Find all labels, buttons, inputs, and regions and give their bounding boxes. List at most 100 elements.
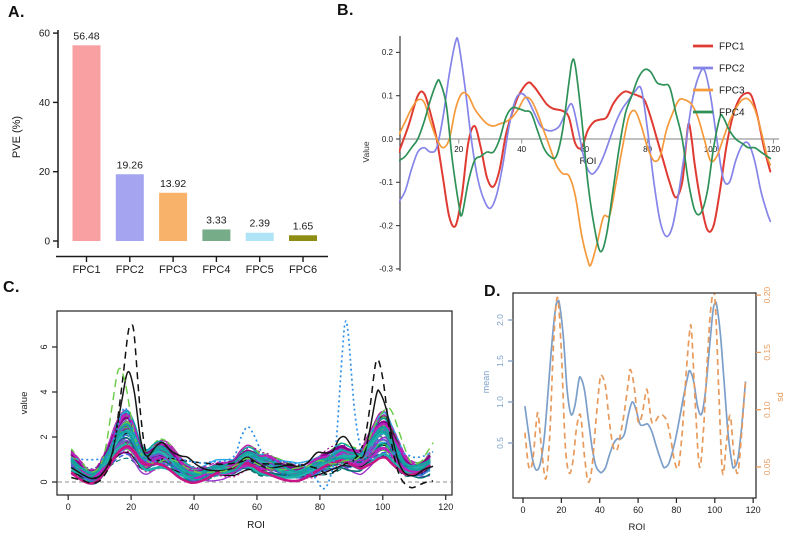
bar-value-label: 1.65 [293, 220, 314, 232]
y-tick-label: 6 [39, 344, 49, 349]
green-dashed-outlier [71, 367, 434, 474]
legend-label: FPC1 [719, 42, 745, 53]
y-tick-label: 0 [39, 479, 49, 484]
x-tick-label: 60 [252, 502, 262, 512]
ensemble-curve [70, 425, 431, 481]
bar-value-label: 56.48 [73, 30, 99, 42]
legend-label: FPC2 [719, 64, 745, 75]
panel-a: 0 20 40 60 PVE (%) 56.48 FPC1 19.26 FPC2 13.92 FPC… [11, 29, 328, 276]
x-tick-label: 120 [746, 505, 761, 515]
bar-FPC2 [115, 174, 144, 241]
panel-d: 0 20 40 60 80 100 120 ROI 0.5 1.0 1.5 2.0 mean 0.05 0.… [481, 287, 785, 533]
y-tick-label: 2 [39, 434, 49, 439]
x-tick-label: FPC4 [202, 264, 230, 276]
plot-frame [512, 292, 757, 499]
x-axis-title: ROI [247, 520, 265, 531]
series-FPC4 [399, 58, 772, 253]
x-tick-label: 20 [126, 502, 136, 512]
x-tick-label: FPC3 [159, 264, 187, 276]
bar-value-label: 2.39 [249, 218, 270, 230]
x-tick-label: FPC5 [246, 264, 274, 276]
curves [399, 37, 772, 267]
x-tick-label: 20 [454, 145, 463, 154]
y-tick-label: 60 [39, 29, 51, 40]
series-FPC3 [399, 91, 772, 267]
ensemble-curve [70, 423, 431, 476]
y-tick-label: 0.2 [382, 48, 394, 57]
ensemble-curve [70, 451, 431, 477]
x-tick-label: 100 [707, 505, 722, 515]
x-tick-label: FPC6 [289, 264, 317, 276]
y-tick-label: 4 [39, 389, 49, 394]
panel-c: 0 20 40 60 80 100 120 ROI 0 2 4 6 value [19, 310, 453, 531]
y-tick-label: 0.0 [382, 135, 394, 144]
y-tick-label: -0.1 [379, 178, 393, 187]
y-axis-title: value [19, 392, 30, 415]
bar-value-label: 13.92 [160, 178, 186, 190]
x-tick-label: 80 [315, 502, 325, 512]
bar-FPC5 [245, 232, 274, 241]
x-tick-label: FPC2 [116, 264, 144, 276]
y-tick-label: 0 [44, 237, 50, 248]
legend-label: FPC4 [719, 108, 745, 119]
series-FPC1 [399, 81, 772, 233]
right-axis-title: sd [775, 392, 785, 402]
y-tick-label: -0.2 [379, 221, 393, 230]
y-axis-title: PVE (%) [11, 116, 23, 158]
y-tick-label: 40 [39, 98, 51, 109]
bar-FPC1 [72, 45, 101, 241]
curves [524, 293, 747, 484]
x-tick-label: 40 [189, 502, 199, 512]
blue-dotted-outlier [71, 320, 434, 490]
right-tick-label: 0.20 [762, 287, 772, 304]
panel-label-b: B. [337, 2, 354, 19]
bar-FPC6 [289, 235, 317, 241]
x-tick-label: 0 [520, 505, 525, 515]
y-tick-label: 0.1 [382, 92, 394, 101]
right-tick-label: 0.15 [762, 344, 772, 361]
ensemble-curve [70, 434, 431, 479]
y-tick-label: 20 [39, 167, 51, 178]
ensemble-curves [70, 320, 434, 490]
mean-curve [524, 299, 747, 474]
panel-label-c: C. [3, 279, 20, 296]
bar-value-label: 3.33 [206, 214, 227, 226]
right-tick-label: 0.10 [762, 401, 772, 418]
x-tick-label: 100 [375, 502, 390, 512]
x-tick-label: 0 [66, 502, 71, 512]
plot-frame [56, 310, 453, 496]
x-tick-label: 120 [438, 502, 453, 512]
y-axis-title: Value [361, 141, 371, 162]
series-FPC2 [399, 37, 772, 238]
bar-FPC4 [202, 229, 231, 241]
bar-value-label: 19.26 [117, 159, 143, 171]
left-tick-label: 1.0 [495, 396, 505, 408]
x-tick-label: FPC1 [72, 264, 100, 276]
x-tick-label: 20 [556, 505, 566, 515]
x-tick-label: 80 [671, 505, 681, 515]
x-tick-label: 120 [767, 145, 781, 154]
y-tick-label: -0.3 [379, 265, 393, 274]
left-tick-label: 0.5 [495, 437, 505, 449]
bar-FPC3 [159, 192, 188, 241]
ensemble-curve [70, 444, 431, 478]
ensemble-curve [71, 451, 431, 476]
right-tick-label: 0.05 [762, 458, 772, 475]
x-axis-title: ROI [580, 156, 597, 167]
panel-label-a: A. [8, 4, 25, 21]
ensemble-curve [70, 444, 431, 485]
x-tick-label: 60 [633, 505, 643, 515]
legend-label: FPC3 [719, 86, 745, 97]
x-tick-label: 40 [595, 505, 605, 515]
left-tick-label: 1.5 [495, 355, 505, 367]
x-tick-label: 100 [704, 145, 718, 154]
left-axis-title: mean [481, 371, 491, 394]
x-axis-title: ROI [629, 522, 646, 533]
left-tick-label: 2.0 [495, 314, 505, 326]
x-tick-label: 40 [517, 145, 526, 154]
panel-label-d: D. [484, 283, 501, 300]
